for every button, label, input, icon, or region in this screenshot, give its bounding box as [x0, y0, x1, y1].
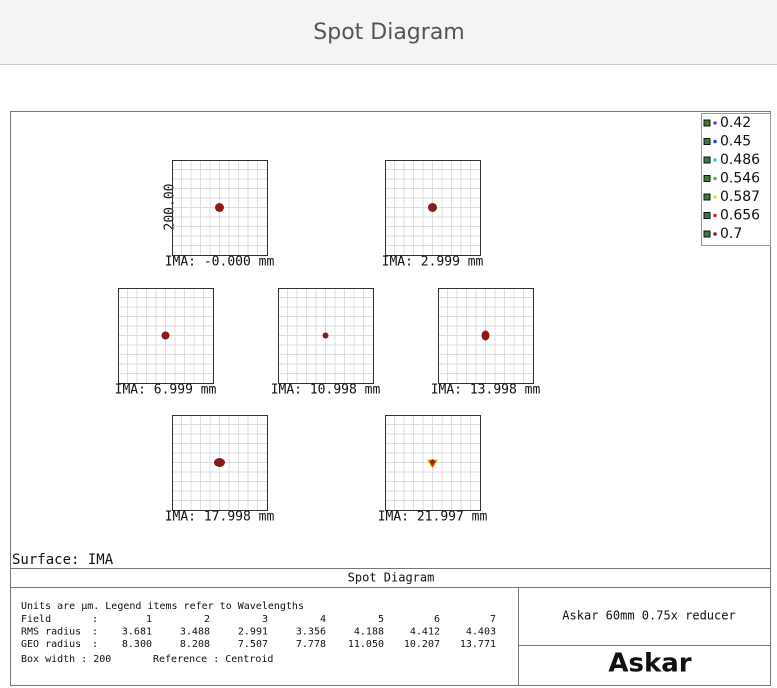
cell: 4.412 — [410, 627, 440, 638]
field-label: IMA: 10.998 mm — [271, 383, 381, 398]
plot-frame — [10, 111, 771, 686]
legend-icon — [703, 138, 711, 145]
spot — [214, 458, 225, 467]
cell: 8.300 — [122, 639, 152, 650]
legend-label: 0.656 — [720, 208, 760, 224]
logo: Askar — [608, 649, 691, 679]
legend-label: 0.7 — [720, 226, 742, 242]
spot — [161, 331, 170, 340]
row-label: GEO radius — [21, 639, 81, 650]
legend-icon — [703, 193, 711, 201]
spot — [428, 460, 437, 468]
spot — [215, 203, 224, 212]
cell: 3.488 — [180, 627, 210, 638]
cell: 7.778 — [296, 639, 326, 650]
legend-icon — [703, 156, 711, 164]
footer-note: Units are µm. Legend items refer to Wave… — [21, 601, 304, 612]
spot-box — [385, 415, 481, 511]
cell: 3.356 — [296, 627, 326, 638]
surface-label: Surface: IMA — [12, 552, 114, 568]
spot-box — [385, 160, 481, 256]
legend-label: 0.587 — [720, 189, 760, 205]
header-bar — [0, 0, 777, 64]
scale-label: 200.00 — [163, 184, 178, 231]
spot-box — [172, 160, 268, 256]
field-label: IMA: -0.000 mm — [165, 255, 275, 270]
cell: 3 — [262, 614, 268, 625]
field-label: IMA: 17.998 mm — [165, 510, 275, 525]
reference: Reference : Centroid — [153, 654, 273, 665]
cell: 7 — [490, 614, 496, 625]
cell: 10.207 — [404, 639, 440, 650]
legend-icon — [703, 212, 711, 219]
legend-dot — [713, 139, 717, 144]
legend-dot — [713, 121, 717, 125]
spot — [322, 332, 329, 339]
field-label: IMA: 2.999 mm — [382, 255, 484, 270]
spot — [428, 203, 437, 212]
legend-label: 0.45 — [720, 134, 751, 150]
row-sep: : — [92, 614, 98, 625]
spot-box — [118, 288, 214, 384]
cell: 1 — [146, 614, 152, 625]
spot-box — [438, 288, 534, 384]
legend-dot — [713, 176, 717, 181]
legend-label: 0.42 — [720, 115, 751, 131]
row-sep: : — [92, 639, 98, 650]
cell: 11.050 — [348, 639, 384, 650]
legend-dot — [713, 232, 717, 236]
cell: 4.403 — [466, 627, 496, 638]
legend-dot — [713, 213, 717, 218]
box-width: Box width : 200 — [21, 654, 111, 665]
legend-icon — [703, 230, 711, 238]
footer-title: Spot Diagram — [348, 571, 435, 585]
legend-label: 0.546 — [720, 171, 760, 187]
field-label: IMA: 21.997 mm — [378, 510, 488, 525]
legend-box — [701, 113, 771, 246]
field-label: IMA: 6.999 mm — [115, 383, 217, 398]
cell: 4 — [320, 614, 326, 625]
legend-icon — [703, 119, 711, 127]
cell: 5 — [378, 614, 384, 625]
field-label: IMA: 13.998 mm — [431, 383, 541, 398]
spot-box — [278, 288, 374, 384]
cell: 6 — [434, 614, 440, 625]
spot — [430, 459, 435, 464]
legend-label: 0.486 — [720, 152, 760, 168]
cell: 8.208 — [180, 639, 210, 650]
cell: 2.991 — [238, 627, 268, 638]
legend-dot — [713, 195, 717, 199]
header-title: Spot Diagram — [313, 20, 464, 45]
cell: 2 — [204, 614, 210, 625]
legend-dot — [713, 158, 717, 162]
row-label: Field — [21, 614, 51, 625]
cell: 3.681 — [122, 627, 152, 638]
spot-box — [172, 415, 268, 511]
row-label: RMS radius — [21, 627, 81, 638]
cell: 7.507 — [238, 639, 268, 650]
row-sep: : — [92, 627, 98, 638]
spot — [481, 330, 490, 341]
legend-icon — [703, 175, 711, 182]
cell: 4.188 — [354, 627, 384, 638]
cell: 13.771 — [460, 639, 496, 650]
description: Askar 60mm 0.75x reducer — [562, 609, 735, 623]
